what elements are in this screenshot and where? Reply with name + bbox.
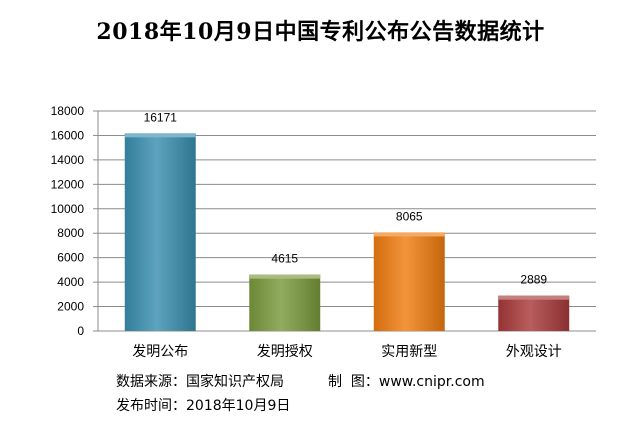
bar-2 [374, 232, 445, 331]
y-tick-label: 2000 [57, 300, 84, 314]
data-label: 16171 [144, 110, 178, 124]
bar-top-highlight [374, 232, 445, 236]
y-tick-label: 0 [77, 324, 84, 338]
category-label: 外观设计 [506, 344, 562, 360]
footer-date-line: 发布时间：2018年10月9日 [116, 395, 290, 415]
source-value: 国家知识产权局 [186, 374, 284, 390]
y-tick-label: 12000 [51, 177, 85, 191]
maker-value: www.cnipr.com [379, 374, 485, 390]
category-labels: 发明公布 发明授权 实用新型 外观设计 [132, 344, 562, 360]
source-label: 数据来源： [116, 374, 186, 390]
y-tick-label: 16000 [51, 128, 85, 142]
y-tick-label: 4000 [57, 275, 84, 289]
category-label: 发明公布 [132, 344, 188, 360]
bar-1 [249, 275, 320, 331]
bar-top-highlight [125, 133, 196, 137]
data-labels: 16171 4615 8065 2889 [144, 110, 548, 286]
y-axis-ticks: 0 2000 4000 6000 8000 10000 12000 14000 16000 180… [51, 104, 85, 338]
data-label: 2889 [520, 273, 547, 287]
footer-source-line: 数据来源：国家知识产权局 制 图：www.cnipr.com [116, 371, 485, 391]
bar-top-highlight [498, 296, 569, 300]
y-tick-label: 18000 [51, 104, 85, 118]
y-tick-label: 8000 [57, 226, 84, 240]
data-label: 8065 [396, 209, 423, 223]
date-value: 2018年10月9日 [186, 398, 290, 414]
date-label: 发布时间： [116, 398, 186, 414]
bar-0 [125, 133, 196, 331]
bar-top-highlight [249, 275, 320, 279]
bars [125, 133, 569, 331]
y-tick-label: 6000 [57, 251, 84, 265]
y-tick-label: 10000 [51, 202, 85, 216]
y-tick-label: 14000 [51, 153, 85, 167]
category-label: 发明授权 [257, 344, 313, 360]
maker-label: 制 图： [328, 374, 379, 390]
data-label: 4615 [271, 252, 298, 266]
category-label: 实用新型 [381, 344, 437, 360]
bar-3 [498, 296, 569, 331]
